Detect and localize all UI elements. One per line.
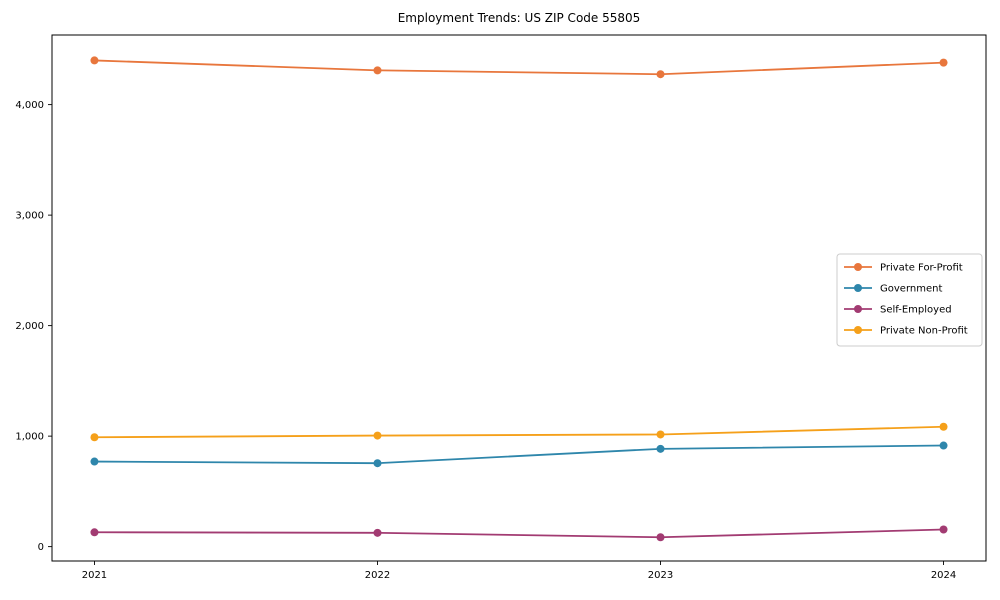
y-tick-label: 0	[38, 542, 44, 553]
legend: Private For-Profit Government Self-Employe…	[836, 253, 983, 347]
x-tick-label: 2023	[648, 570, 673, 581]
legend-marker-private-for-profit	[854, 263, 862, 271]
legend-label-self-employed: Self-Employed	[880, 305, 952, 316]
y-tick-label: 4,000	[15, 100, 44, 111]
x-tick-label: 2024	[931, 570, 956, 581]
data-point-government	[939, 441, 948, 450]
data-point-private-non-profit	[656, 430, 665, 439]
x-tick-label: 2022	[365, 570, 390, 581]
data-point-private-for-profit	[373, 66, 382, 75]
legend-marker-government	[854, 284, 862, 292]
plot-area	[51, 34, 987, 562]
chart-title: Employment Trends: US ZIP Code 55805	[398, 11, 641, 25]
legend-label-government: Government	[880, 284, 942, 295]
series-group	[90, 56, 948, 542]
series-line-self-employed	[93, 528, 945, 539]
data-point-private-for-profit	[90, 56, 99, 65]
y-tick-label: 1,000	[15, 432, 44, 443]
data-point-private-for-profit	[656, 70, 665, 79]
legend-marker-private-non-profit	[854, 326, 862, 334]
data-point-self-employed	[90, 528, 99, 537]
data-point-private-non-profit	[373, 431, 382, 440]
data-point-self-employed	[373, 528, 382, 537]
data-point-government	[656, 444, 665, 453]
legend-box	[836, 253, 983, 347]
data-point-private-non-profit	[939, 422, 948, 431]
legend-label-private-for-profit: Private For-Profit	[880, 263, 963, 274]
legend-label-private-non-profit: Private Non-Profit	[880, 326, 968, 337]
data-point-self-employed	[939, 525, 948, 534]
series-line-private-for-profit	[93, 59, 945, 76]
x-tick-label: 2021	[82, 570, 107, 581]
legend-marker-self-employed	[854, 305, 862, 313]
axes-group: 0 1,000 2,000 3,000 4,000 2021 2022 2023 2024	[15, 100, 956, 581]
plot-border	[51, 34, 987, 562]
data-point-government	[373, 459, 382, 468]
series-line-private-non-profit	[93, 425, 945, 439]
y-tick-label: 2,000	[15, 321, 44, 332]
data-point-government	[90, 457, 99, 466]
series-line-government	[93, 444, 945, 465]
data-point-private-non-profit	[90, 433, 99, 442]
data-point-private-for-profit	[939, 58, 948, 67]
y-tick-label: 3,000	[15, 211, 44, 222]
data-point-self-employed	[656, 533, 665, 542]
